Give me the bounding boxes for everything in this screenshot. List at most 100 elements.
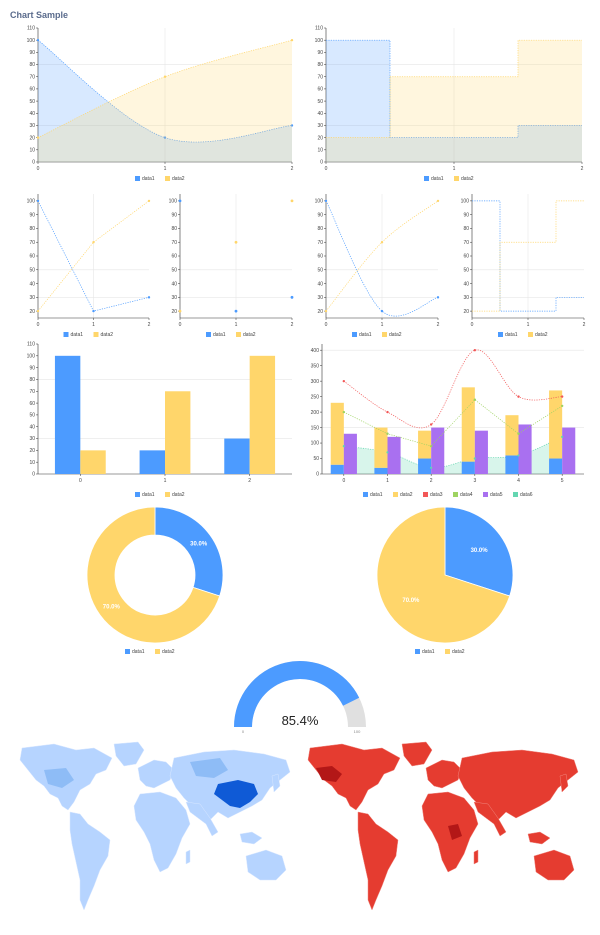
- legend-label-data2: data2: [243, 332, 256, 338]
- legend-label-data1: data1: [505, 332, 518, 338]
- line-data2: [37, 200, 150, 312]
- legend-swatch-data2: [93, 332, 99, 337]
- y-tick-label: 0: [32, 472, 35, 478]
- y-tick-label: 90: [29, 50, 35, 56]
- y-tick-label: 80: [29, 377, 35, 383]
- y-tick-label: 30: [29, 436, 35, 442]
- step-chart: 20 30 40 50 60 70 80 90 100 0 1 2 data1 data2: [461, 194, 586, 338]
- landmass-1: [113, 741, 145, 767]
- landmass-10: [185, 849, 191, 865]
- legend-item-data1: data1: [363, 492, 383, 498]
- landmass-8: [245, 849, 287, 881]
- x-tick-label: 2: [583, 322, 586, 328]
- y-tick-label: 80: [317, 226, 323, 232]
- slice-data1: [444, 506, 514, 597]
- y-tick-label: 80: [317, 62, 323, 68]
- bar-data2-3: [461, 387, 475, 462]
- y-tick-label: 50: [171, 267, 177, 273]
- y-tick-label: 10: [29, 460, 35, 466]
- y-tick-label: 70: [317, 74, 323, 80]
- plot-area: [54, 355, 276, 474]
- legend-swatch-data2: [236, 332, 241, 337]
- y-tick-label: 20: [171, 309, 177, 315]
- legend-item-data2: data2: [445, 649, 465, 655]
- line-data3: [343, 349, 563, 429]
- x-tick-label: 0: [325, 166, 328, 172]
- point-data2-0: [36, 309, 40, 313]
- landmass-7: [239, 831, 263, 845]
- bar-data2-4: [505, 415, 519, 456]
- slice-label-data2: 70.0%: [402, 598, 420, 604]
- legend-swatch-data1: [363, 492, 368, 497]
- y-tick-label: 40: [29, 424, 35, 430]
- bar-data2-5: [549, 390, 563, 459]
- point-data4-0: [342, 410, 346, 414]
- bar-data1-1: [139, 450, 165, 474]
- legend-swatch-data2: [393, 492, 398, 497]
- legend-swatch-data1: [135, 492, 140, 497]
- region-mid-us: [44, 768, 74, 788]
- y-tick-label: 20: [463, 309, 469, 315]
- point-data2-2: [147, 199, 151, 203]
- x-tick-label: 2: [291, 322, 294, 328]
- x-tick-label: 1: [453, 166, 456, 172]
- point-data4-3: [473, 398, 477, 401]
- y-tick-label: 30: [463, 295, 469, 301]
- line-data4: [343, 399, 563, 447]
- y-tick-label: 80: [29, 226, 35, 232]
- legend-label-data2: data2: [162, 649, 175, 655]
- bar-data5-1: [387, 436, 401, 474]
- y-tick-label: 60: [29, 87, 35, 93]
- point-data1-2: [290, 124, 294, 127]
- bar-data5-3: [474, 430, 488, 474]
- point-data6-5: [561, 435, 564, 438]
- landmass-10: [473, 849, 479, 865]
- legend-item-data2: data2: [454, 176, 474, 182]
- line-data2: [326, 39, 582, 138]
- legend-swatch-data6: [513, 492, 518, 497]
- legend-item-data1: data1: [498, 332, 518, 338]
- legend-swatch-data1: [206, 332, 211, 337]
- x-tick-label: 1: [527, 322, 530, 328]
- legend-swatch-data1: [424, 176, 429, 181]
- region-dark-us: [316, 766, 342, 782]
- landmass-6: [473, 801, 507, 837]
- point-data2-2: [436, 199, 440, 203]
- line-data2: [472, 200, 584, 312]
- legend-swatch-data2: [382, 332, 387, 337]
- point-data2-2: [290, 199, 294, 203]
- gauge-chart: 85.4% 0 100: [234, 661, 366, 734]
- legend-swatch-data1: [63, 332, 69, 337]
- legend-item-data2: data2: [382, 332, 402, 338]
- y-tick-label: 70: [317, 240, 323, 246]
- legend-label-data5: data5: [490, 492, 503, 498]
- y-tick-label: 90: [171, 212, 177, 218]
- legend-label-data1: data1: [359, 332, 372, 338]
- legend-item-data2: data2: [165, 492, 185, 498]
- x-tick-label: 1: [92, 322, 95, 328]
- slice-label-data1: 30.0%: [471, 548, 489, 554]
- x-tick-label: 1: [164, 166, 167, 172]
- legend-item-data1: data1: [415, 649, 435, 655]
- legend-label-data1: data1: [422, 649, 435, 655]
- y-tick-label: 40: [463, 281, 469, 287]
- legend-swatch-data3: [423, 492, 428, 497]
- point-data6-2: [430, 466, 433, 469]
- landmass-2: [69, 811, 111, 911]
- point-data3-1: [386, 410, 389, 414]
- bar-data5-4: [518, 424, 532, 474]
- y-tick-label: 400: [311, 348, 320, 354]
- point-data3-4: [517, 395, 520, 398]
- y-tick-label: 50: [313, 456, 319, 462]
- legend-swatch-data2: [155, 649, 160, 654]
- point-data4-5: [560, 404, 564, 408]
- legend-item-data2: data2: [165, 176, 185, 182]
- region-dark-africa: [448, 824, 462, 840]
- point-data1-0: [36, 38, 40, 42]
- bar-data2-1: [165, 391, 191, 474]
- bar-data1-4: [505, 455, 519, 474]
- y-tick-label: 30: [317, 295, 323, 301]
- bar-data5-2: [431, 427, 445, 474]
- line-data2: [325, 200, 439, 312]
- point-data2-0: [178, 309, 182, 313]
